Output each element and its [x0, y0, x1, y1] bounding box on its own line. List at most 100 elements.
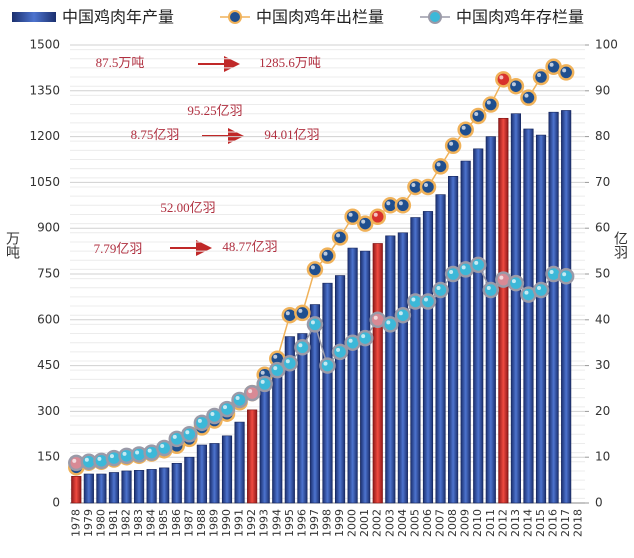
- x-tick-label: 2016: [547, 509, 560, 537]
- y-tick-label: 1500: [29, 38, 60, 52]
- point-shine: [474, 111, 479, 116]
- point-shine: [260, 370, 265, 375]
- point: [469, 256, 487, 274]
- bar: [523, 128, 534, 504]
- x-tick-label: 2000: [346, 509, 359, 537]
- point: [331, 229, 349, 246]
- point: [193, 414, 211, 432]
- point-shine: [486, 100, 491, 105]
- point-shine: [411, 182, 416, 187]
- point: [419, 293, 437, 310]
- x-tick-label: 1992: [245, 509, 258, 537]
- point: [155, 439, 173, 457]
- y-tick-label: 900: [37, 221, 60, 235]
- x-tick-label: 2014: [521, 509, 534, 537]
- bar: [284, 336, 295, 504]
- x-tick-label: 2003: [383, 509, 396, 537]
- bar: [71, 475, 82, 504]
- point: [394, 197, 412, 214]
- point: [507, 77, 525, 95]
- x-tick-label: 1979: [82, 509, 95, 537]
- point-shine: [549, 270, 554, 274]
- point-shine: [348, 338, 353, 343]
- point: [356, 215, 374, 232]
- y-tick-label: 1350: [29, 83, 60, 97]
- point-shine: [361, 219, 366, 224]
- x-tick-label: 1983: [132, 509, 145, 537]
- y2-tick-label: 100: [595, 38, 618, 52]
- point-shine: [273, 354, 278, 359]
- point-shine: [336, 233, 341, 238]
- bar: [171, 463, 182, 504]
- x-tick-label: 2007: [434, 509, 447, 537]
- x-tick-label: 1991: [233, 509, 246, 537]
- point-shine: [549, 62, 554, 67]
- x-tick-label: 2002: [371, 509, 384, 537]
- point: [419, 178, 437, 196]
- x-tick-label: 1998: [321, 509, 334, 537]
- x-tick-label: 1997: [308, 509, 321, 537]
- point-shine: [474, 260, 479, 265]
- point-shine: [449, 270, 454, 274]
- y2-tick-label: 30: [595, 358, 610, 372]
- x-tick-label: 1978: [69, 509, 82, 537]
- y2-tick-label: 0: [595, 496, 603, 510]
- point: [294, 304, 311, 322]
- x-tick-label: 2013: [509, 509, 522, 537]
- point-shine: [398, 201, 403, 206]
- y-tick-label: 600: [37, 312, 60, 326]
- point-shine: [248, 389, 253, 394]
- y-axis-label: 万吨: [4, 231, 20, 259]
- bar: [460, 160, 471, 504]
- point: [557, 268, 575, 285]
- point-shine: [449, 141, 454, 146]
- point-shine: [172, 434, 177, 439]
- bar: [146, 469, 157, 504]
- x-tick-label: 2005: [408, 509, 421, 537]
- bar: [347, 247, 358, 504]
- point-shine: [398, 311, 403, 316]
- bar: [322, 282, 333, 504]
- point: [281, 355, 299, 372]
- x-tick-label: 1980: [94, 509, 107, 537]
- point: [294, 339, 311, 356]
- point: [394, 306, 412, 324]
- bar: [272, 365, 283, 504]
- y-tick-label: 450: [37, 358, 60, 372]
- bar: [221, 435, 233, 504]
- point-shine: [223, 405, 228, 410]
- x-tick-label: 1982: [120, 509, 133, 537]
- point-shine: [235, 395, 240, 400]
- bar: [184, 456, 195, 504]
- point: [520, 89, 537, 106]
- x-tick-label: 1996: [295, 509, 308, 537]
- x-tick-label: 1981: [107, 509, 120, 537]
- point: [206, 407, 223, 425]
- bar: [548, 111, 559, 504]
- point: [269, 361, 286, 379]
- point-shine: [537, 286, 542, 291]
- bar: [108, 472, 120, 504]
- point: [432, 158, 449, 175]
- bar: [360, 250, 371, 504]
- y-tick-label: 300: [37, 404, 60, 418]
- point: [432, 281, 449, 299]
- point-shine: [147, 448, 152, 453]
- x-tick-label: 1987: [182, 509, 195, 537]
- x-tick-label: 1994: [270, 509, 283, 537]
- annotation: 7.79亿羽: [94, 241, 143, 256]
- bar: [234, 421, 245, 504]
- arrows: [170, 56, 244, 256]
- y2-tick-label: 50: [595, 267, 610, 281]
- bar: [134, 470, 145, 504]
- point-shine: [260, 379, 265, 384]
- bar: [435, 194, 446, 504]
- y2-tick-label: 70: [595, 175, 610, 189]
- y2-axis-label: 亿羽: [612, 231, 628, 259]
- point-shine: [499, 275, 504, 280]
- annotation: 87.5万吨: [96, 55, 145, 70]
- point-shine: [298, 308, 303, 313]
- point: [369, 208, 386, 225]
- point-shine: [524, 93, 529, 98]
- point-shine: [84, 457, 89, 462]
